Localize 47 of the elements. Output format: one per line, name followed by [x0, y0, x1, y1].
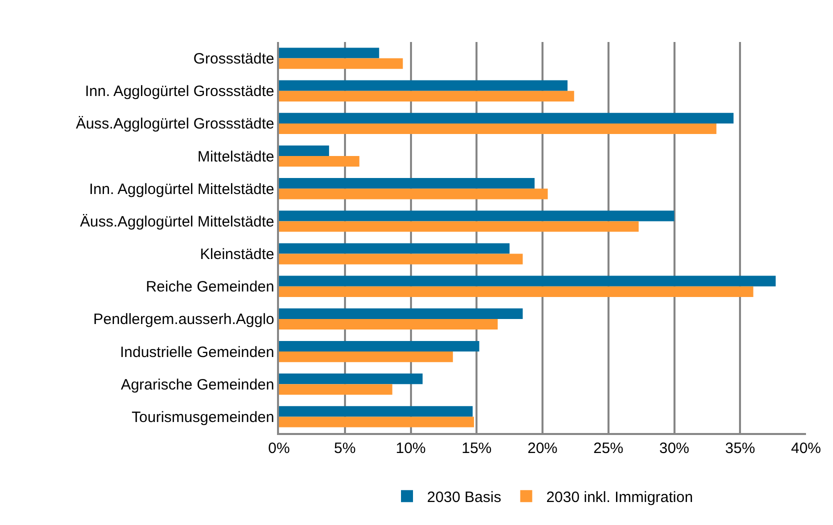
- bar: [279, 210, 674, 222]
- bar: [279, 90, 574, 102]
- bar: [279, 145, 330, 156]
- legend-label: 2030 inkl. Immigration: [546, 489, 693, 506]
- bar: [279, 384, 392, 395]
- bar: [279, 178, 535, 189]
- bar: [279, 58, 403, 69]
- bar: [279, 352, 453, 362]
- y-tick-label: Äuss.Agglogürtel Grossstädte: [76, 116, 274, 133]
- x-tick-label: 20%: [527, 440, 558, 457]
- bar: [279, 340, 480, 352]
- bar: [279, 112, 734, 124]
- x-tick-label: 40%: [790, 440, 822, 457]
- x-tick-label: 25%: [593, 440, 624, 457]
- x-tick-label: 15%: [462, 440, 492, 457]
- bar: [279, 318, 498, 330]
- bar: [279, 406, 473, 417]
- bar: [279, 276, 776, 286]
- y-tick-label: Grossstädte: [193, 50, 274, 68]
- bar: [279, 254, 523, 264]
- y-tick-label: Mittelstädte: [198, 148, 274, 166]
- y-tick-label: Tourismusgemeinden: [132, 408, 274, 426]
- bar: [279, 123, 716, 134]
- y-tick-label: Industrielle Gemeinden: [120, 344, 274, 361]
- y-tick-label: Kleinstädte: [200, 246, 274, 264]
- y-tick-label: Reiche Gemeinden: [146, 278, 274, 296]
- bar: [279, 243, 510, 254]
- bar: [279, 80, 568, 91]
- y-tick-label: Pendlergem.ausserh.Agglo: [93, 311, 274, 328]
- bar: [279, 221, 639, 232]
- y-tick-label: Agrarische Gemeinden: [120, 376, 274, 394]
- x-tick-label: 30%: [659, 440, 690, 457]
- bar: [279, 188, 548, 200]
- bar: [279, 374, 423, 384]
- x-tick-label: 35%: [725, 440, 756, 457]
- y-tick-label: Inn. Agglogürtel Grossstädte: [84, 83, 274, 100]
- bar: [279, 48, 380, 58]
- legend-label: 2030 Basis: [427, 489, 502, 506]
- bar: [279, 156, 360, 167]
- x-tick-label: 5%: [334, 440, 356, 457]
- y-tick-label: Inn. Agglogürtel Mittelstädte: [89, 180, 274, 198]
- bar: [279, 286, 754, 297]
- bar: [279, 416, 474, 428]
- y-tick-label: Äuss.Agglogürtel Mittelstädte: [80, 213, 274, 230]
- x-tick-label: 0%: [268, 440, 290, 457]
- x-tick-label: 10%: [396, 440, 426, 457]
- bar: [279, 308, 523, 319]
